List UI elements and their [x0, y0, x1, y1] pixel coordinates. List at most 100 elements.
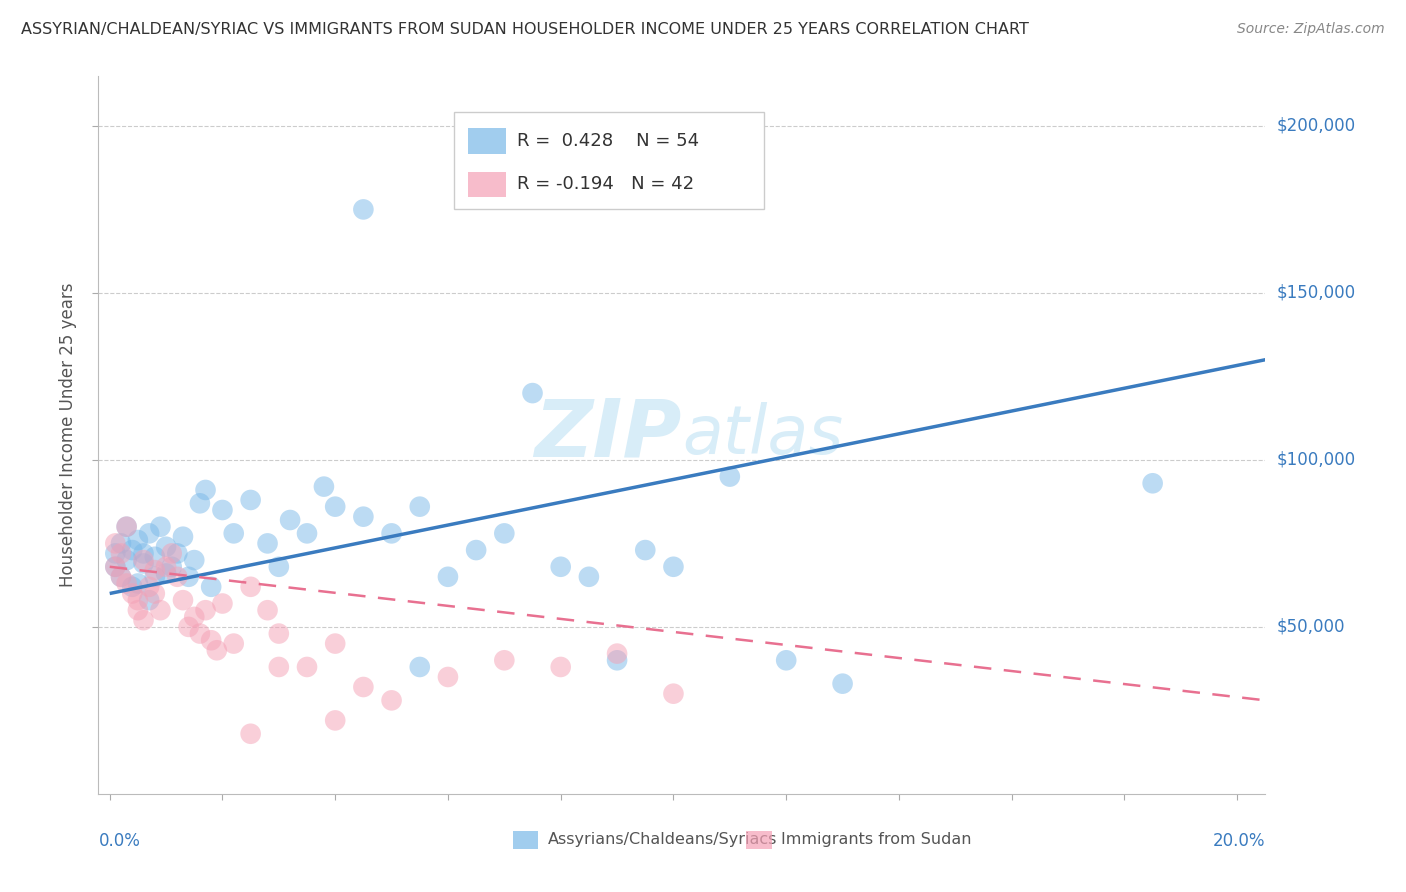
Point — [149, 519, 172, 533]
Point — [409, 660, 432, 674]
Point — [323, 714, 346, 728]
Point — [522, 386, 544, 401]
Point — [437, 670, 460, 684]
Point — [132, 553, 155, 567]
Point — [110, 536, 132, 550]
Point — [104, 559, 127, 574]
Point — [127, 533, 149, 547]
Point — [110, 570, 132, 584]
Point — [606, 647, 628, 661]
Point — [132, 557, 155, 571]
Text: ASSYRIAN/CHALDEAN/SYRIAC VS IMMIGRANTS FROM SUDAN HOUSEHOLDER INCOME UNDER 25 YE: ASSYRIAN/CHALDEAN/SYRIAC VS IMMIGRANTS F… — [21, 22, 1029, 37]
Point — [278, 513, 301, 527]
Point — [239, 580, 262, 594]
Point — [110, 546, 132, 560]
Point — [200, 580, 222, 594]
FancyBboxPatch shape — [454, 112, 763, 209]
Point — [121, 543, 143, 558]
Point — [200, 633, 222, 648]
Point — [634, 543, 657, 558]
Point — [155, 566, 177, 581]
Point — [194, 603, 217, 617]
Point — [138, 580, 160, 594]
Point — [138, 593, 160, 607]
Point — [381, 693, 404, 707]
Point — [166, 570, 188, 584]
Point — [606, 653, 628, 667]
Point — [295, 526, 318, 541]
Point — [121, 580, 143, 594]
Text: $100,000: $100,000 — [1277, 450, 1355, 469]
Point — [132, 546, 155, 560]
Text: Source: ZipAtlas.com: Source: ZipAtlas.com — [1237, 22, 1385, 37]
Point — [222, 526, 245, 541]
Point — [775, 653, 797, 667]
Point — [662, 559, 685, 574]
Point — [115, 519, 138, 533]
Point — [138, 526, 160, 541]
Text: $200,000: $200,000 — [1277, 117, 1355, 135]
Text: $150,000: $150,000 — [1277, 284, 1355, 301]
Point — [437, 570, 460, 584]
Point — [188, 496, 211, 510]
Point — [662, 687, 685, 701]
Text: ZIP: ZIP — [534, 396, 682, 474]
Point — [494, 653, 516, 667]
Point — [239, 727, 262, 741]
Point — [205, 643, 228, 657]
Point — [143, 570, 166, 584]
Point — [132, 613, 155, 627]
Point — [160, 559, 183, 574]
Point — [166, 546, 188, 560]
Point — [312, 480, 335, 494]
Point — [578, 570, 600, 584]
Point — [121, 586, 143, 600]
Point — [256, 603, 278, 617]
Point — [1142, 476, 1164, 491]
FancyBboxPatch shape — [747, 831, 772, 849]
Point — [831, 676, 853, 690]
Point — [127, 603, 149, 617]
Point — [267, 626, 290, 640]
Point — [211, 503, 233, 517]
Point — [110, 570, 132, 584]
Point — [104, 559, 127, 574]
FancyBboxPatch shape — [513, 831, 538, 849]
Point — [352, 509, 374, 524]
Text: 20.0%: 20.0% — [1213, 831, 1265, 849]
Point — [239, 493, 262, 508]
Point — [352, 680, 374, 694]
Point — [550, 660, 572, 674]
Point — [127, 593, 149, 607]
Point — [381, 526, 404, 541]
Point — [115, 519, 138, 533]
Point — [104, 546, 127, 560]
Point — [183, 610, 205, 624]
Text: 0.0%: 0.0% — [98, 831, 141, 849]
Text: R = -0.194   N = 42: R = -0.194 N = 42 — [517, 176, 695, 194]
Text: $50,000: $50,000 — [1277, 618, 1346, 636]
Point — [172, 530, 194, 544]
Point — [550, 559, 572, 574]
FancyBboxPatch shape — [468, 171, 506, 197]
Point — [222, 637, 245, 651]
Point — [323, 637, 346, 651]
Point — [177, 570, 200, 584]
Point — [143, 586, 166, 600]
Text: Immigrants from Sudan: Immigrants from Sudan — [782, 832, 972, 847]
Point — [155, 540, 177, 554]
Point — [183, 553, 205, 567]
Point — [494, 526, 516, 541]
Point — [172, 593, 194, 607]
Point — [409, 500, 432, 514]
Point — [323, 500, 346, 514]
Text: R =  0.428    N = 54: R = 0.428 N = 54 — [517, 132, 700, 150]
Point — [718, 469, 741, 483]
Point — [352, 202, 374, 217]
Point — [194, 483, 217, 497]
Point — [115, 576, 138, 591]
Point — [295, 660, 318, 674]
Point — [211, 597, 233, 611]
Point — [267, 559, 290, 574]
Point — [143, 563, 166, 577]
